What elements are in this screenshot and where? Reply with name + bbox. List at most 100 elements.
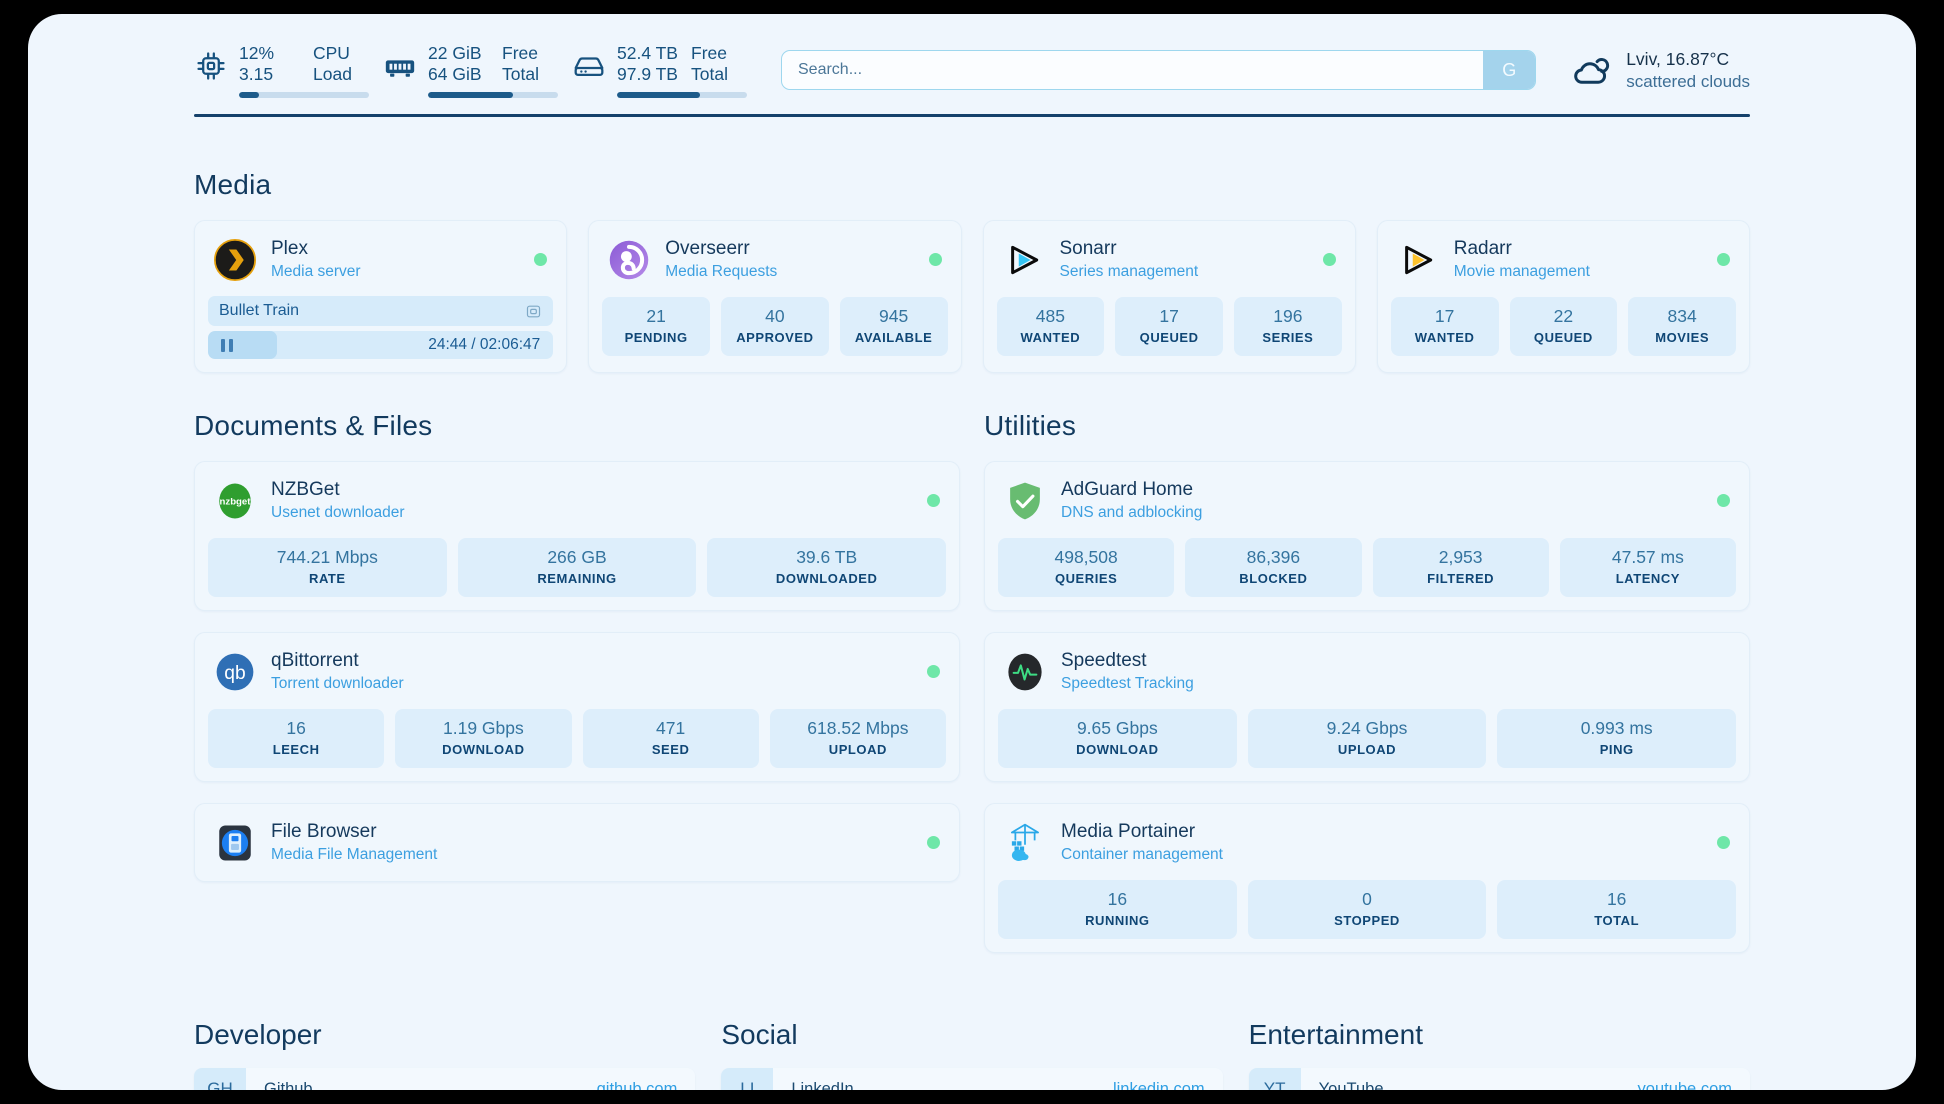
stat-tile[interactable]: 0 STOPPED: [1247, 880, 1487, 939]
status-indicator-online: [927, 665, 940, 678]
cast-icon[interactable]: [525, 303, 542, 320]
service-subtitle: DNS and adblocking: [1061, 504, 1203, 521]
stat-tile[interactable]: 485 WANTED: [996, 297, 1105, 356]
stat-value: 17: [1159, 306, 1179, 326]
status-indicator-online: [1322, 253, 1336, 266]
resource-label-secondary: Total: [502, 63, 539, 84]
stat-tile[interactable]: 1.19 Gbps DOWNLOAD: [395, 709, 572, 768]
bookmark-item[interactable]: GH Github github.com: [194, 1068, 696, 1091]
utilities-column: Utilities AdGuard Home DNS and adblockin…: [984, 410, 1750, 953]
service-stats: 498,508 QUERIES 86,396 BLOCKED 2,953 FIL…: [998, 538, 1736, 597]
service-card[interactable]: nzbget NZBGet Usenet downloader 744.21 M…: [194, 461, 960, 611]
stat-tile[interactable]: 39.6 TB DOWNLOADED: [707, 538, 947, 597]
search-input[interactable]: [782, 51, 1484, 89]
service-card-header: qb qBittorrent Torrent downloader: [208, 646, 946, 697]
stat-tile[interactable]: 196 SERIES: [1234, 297, 1342, 356]
stat-tile[interactable]: 0.993 ms PING: [1497, 709, 1737, 768]
stat-tile[interactable]: 2,953 FILTERED: [1372, 538, 1549, 597]
resource-value-primary: 22 GiB: [428, 42, 482, 63]
stat-label: QUEUED: [1139, 330, 1199, 345]
stat-tile[interactable]: 471 SEED: [582, 709, 759, 768]
service-card[interactable]: Sonarr Series management 485 WANTED 17 Q…: [982, 220, 1356, 373]
search-bar[interactable]: G: [781, 50, 1537, 90]
stat-value: 498,508: [1054, 547, 1118, 567]
stat-tile[interactable]: 40 APPROVED: [721, 297, 829, 356]
pause-icon[interactable]: [221, 338, 233, 352]
header-divider: [194, 114, 1750, 117]
stat-label: LEECH: [272, 742, 320, 757]
stat-tile[interactable]: 9.24 Gbps UPLOAD: [1247, 709, 1487, 768]
now-playing-title: Bullet Train: [219, 302, 300, 319]
resource-widget-memory: 22 GiB 64 GiB Free Total: [383, 43, 558, 98]
stat-tile[interactable]: 618.52 Mbps UPLOAD: [769, 709, 946, 768]
stat-tile[interactable]: 9.65 Gbps DOWNLOAD: [998, 709, 1237, 768]
stat-tile[interactable]: 47.57 ms LATENCY: [1559, 538, 1736, 597]
stat-tile[interactable]: 16 RUNNING: [998, 880, 1237, 939]
status-indicator-online: [927, 494, 940, 507]
stat-tile[interactable]: 945 AVAILABLE: [839, 297, 948, 356]
stat-value: 16: [1107, 889, 1128, 909]
stat-label: UPLOAD: [1337, 742, 1397, 757]
service-subtitle: Container management: [1061, 846, 1223, 863]
resource-label-secondary: Load: [313, 63, 352, 84]
stat-tile[interactable]: 21 PENDING: [602, 297, 710, 356]
service-name: NZBGet: [271, 479, 340, 500]
stat-tile[interactable]: 17 WANTED: [1390, 297, 1499, 356]
service-card[interactable]: qb qBittorrent Torrent downloader 16 LEE…: [194, 632, 960, 782]
stat-label: APPROVED: [736, 330, 814, 345]
stat-tile[interactable]: 16 LEECH: [208, 709, 385, 768]
service-card[interactable]: Plex Media server Bullet Train 24:44 / 0…: [194, 220, 568, 373]
stat-label: LATENCY: [1615, 571, 1681, 586]
bookmark-name: Github: [264, 1079, 313, 1091]
stat-label: SERIES: [1262, 330, 1314, 345]
bookmark-item[interactable]: YT YouTube youtube.com: [1248, 1068, 1750, 1090]
service-card[interactable]: File Browser Media File Management: [194, 803, 960, 882]
stat-value: 21: [646, 306, 666, 326]
stat-tile[interactable]: 266 GB REMAINING: [457, 538, 697, 597]
service-name: File Browser: [271, 821, 377, 842]
adguard-logo: [1004, 480, 1046, 522]
search-submit-button[interactable]: G: [1483, 51, 1536, 89]
stat-value: 17: [1434, 306, 1455, 326]
service-subtitle: Media Requests: [665, 263, 778, 280]
speedtest-logo: [1004, 651, 1046, 693]
bookmark-item[interactable]: LI LinkedIn linkedin.com: [721, 1068, 1223, 1091]
stat-tile[interactable]: 17 QUEUED: [1115, 297, 1223, 356]
stat-value: 40: [765, 306, 785, 326]
overseerr-logo: [608, 239, 650, 281]
service-stats: 17 WANTED 22 QUEUED 834 MOVIES: [1390, 297, 1736, 356]
stat-tile[interactable]: 834 MOVIES: [1628, 297, 1736, 356]
stat-label: PING: [1599, 742, 1634, 757]
stat-label: UPLOAD: [828, 742, 887, 757]
service-card[interactable]: Media Portainer Container management 16 …: [984, 803, 1750, 953]
stat-label: WANTED: [1414, 330, 1475, 345]
stat-tile[interactable]: 22 QUEUED: [1509, 297, 1618, 356]
dashboard-page: 12% 3.15 CPU Load 22 GiB 64 GiB: [28, 14, 1916, 1090]
stat-label: TOTAL: [1594, 913, 1640, 928]
status-indicator-online: [1717, 253, 1730, 266]
bookmark-badge: YT: [1248, 1068, 1301, 1090]
stat-tile[interactable]: 744.21 Mbps RATE: [208, 538, 447, 597]
stat-value: 834: [1667, 306, 1697, 326]
bookmark-group: Entertainment YT YouTube youtube.com NF …: [1248, 1019, 1750, 1090]
bookmark-badge: GH: [194, 1068, 246, 1090]
bookmark-list: LI LinkedIn linkedin.com TW Twitter twit…: [721, 1068, 1223, 1091]
stat-label: DOWNLOADED: [775, 571, 878, 586]
stat-value: 16: [286, 718, 306, 738]
header-bar: 12% 3.15 CPU Load 22 GiB 64 GiB: [194, 14, 1750, 114]
bookmark-url: linkedin.com: [1112, 1079, 1205, 1091]
stat-label: STOPPED: [1334, 913, 1400, 928]
stat-tile[interactable]: 498,508 QUERIES: [998, 538, 1175, 597]
svg-text:qb: qb: [224, 663, 245, 684]
now-playing-progress[interactable]: 24:44 / 02:06:47: [208, 331, 554, 359]
stat-tile[interactable]: 16 TOTAL: [1497, 880, 1737, 939]
stat-tile[interactable]: 86,396 BLOCKED: [1185, 538, 1362, 597]
service-card[interactable]: Overseerr Media Requests 21 PENDING 40 A…: [588, 220, 962, 373]
stat-value: 471: [656, 718, 686, 738]
service-card[interactable]: Speedtest Speedtest Tracking 9.65 Gbps D…: [984, 632, 1750, 782]
service-card[interactable]: AdGuard Home DNS and adblocking 498,508 …: [984, 461, 1750, 611]
stat-label: RATE: [309, 571, 346, 586]
section-title-media: Media: [194, 169, 272, 200]
service-subtitle: Usenet downloader: [271, 504, 405, 521]
service-card[interactable]: Radarr Movie management 17 WANTED 22 QUE…: [1376, 220, 1750, 373]
